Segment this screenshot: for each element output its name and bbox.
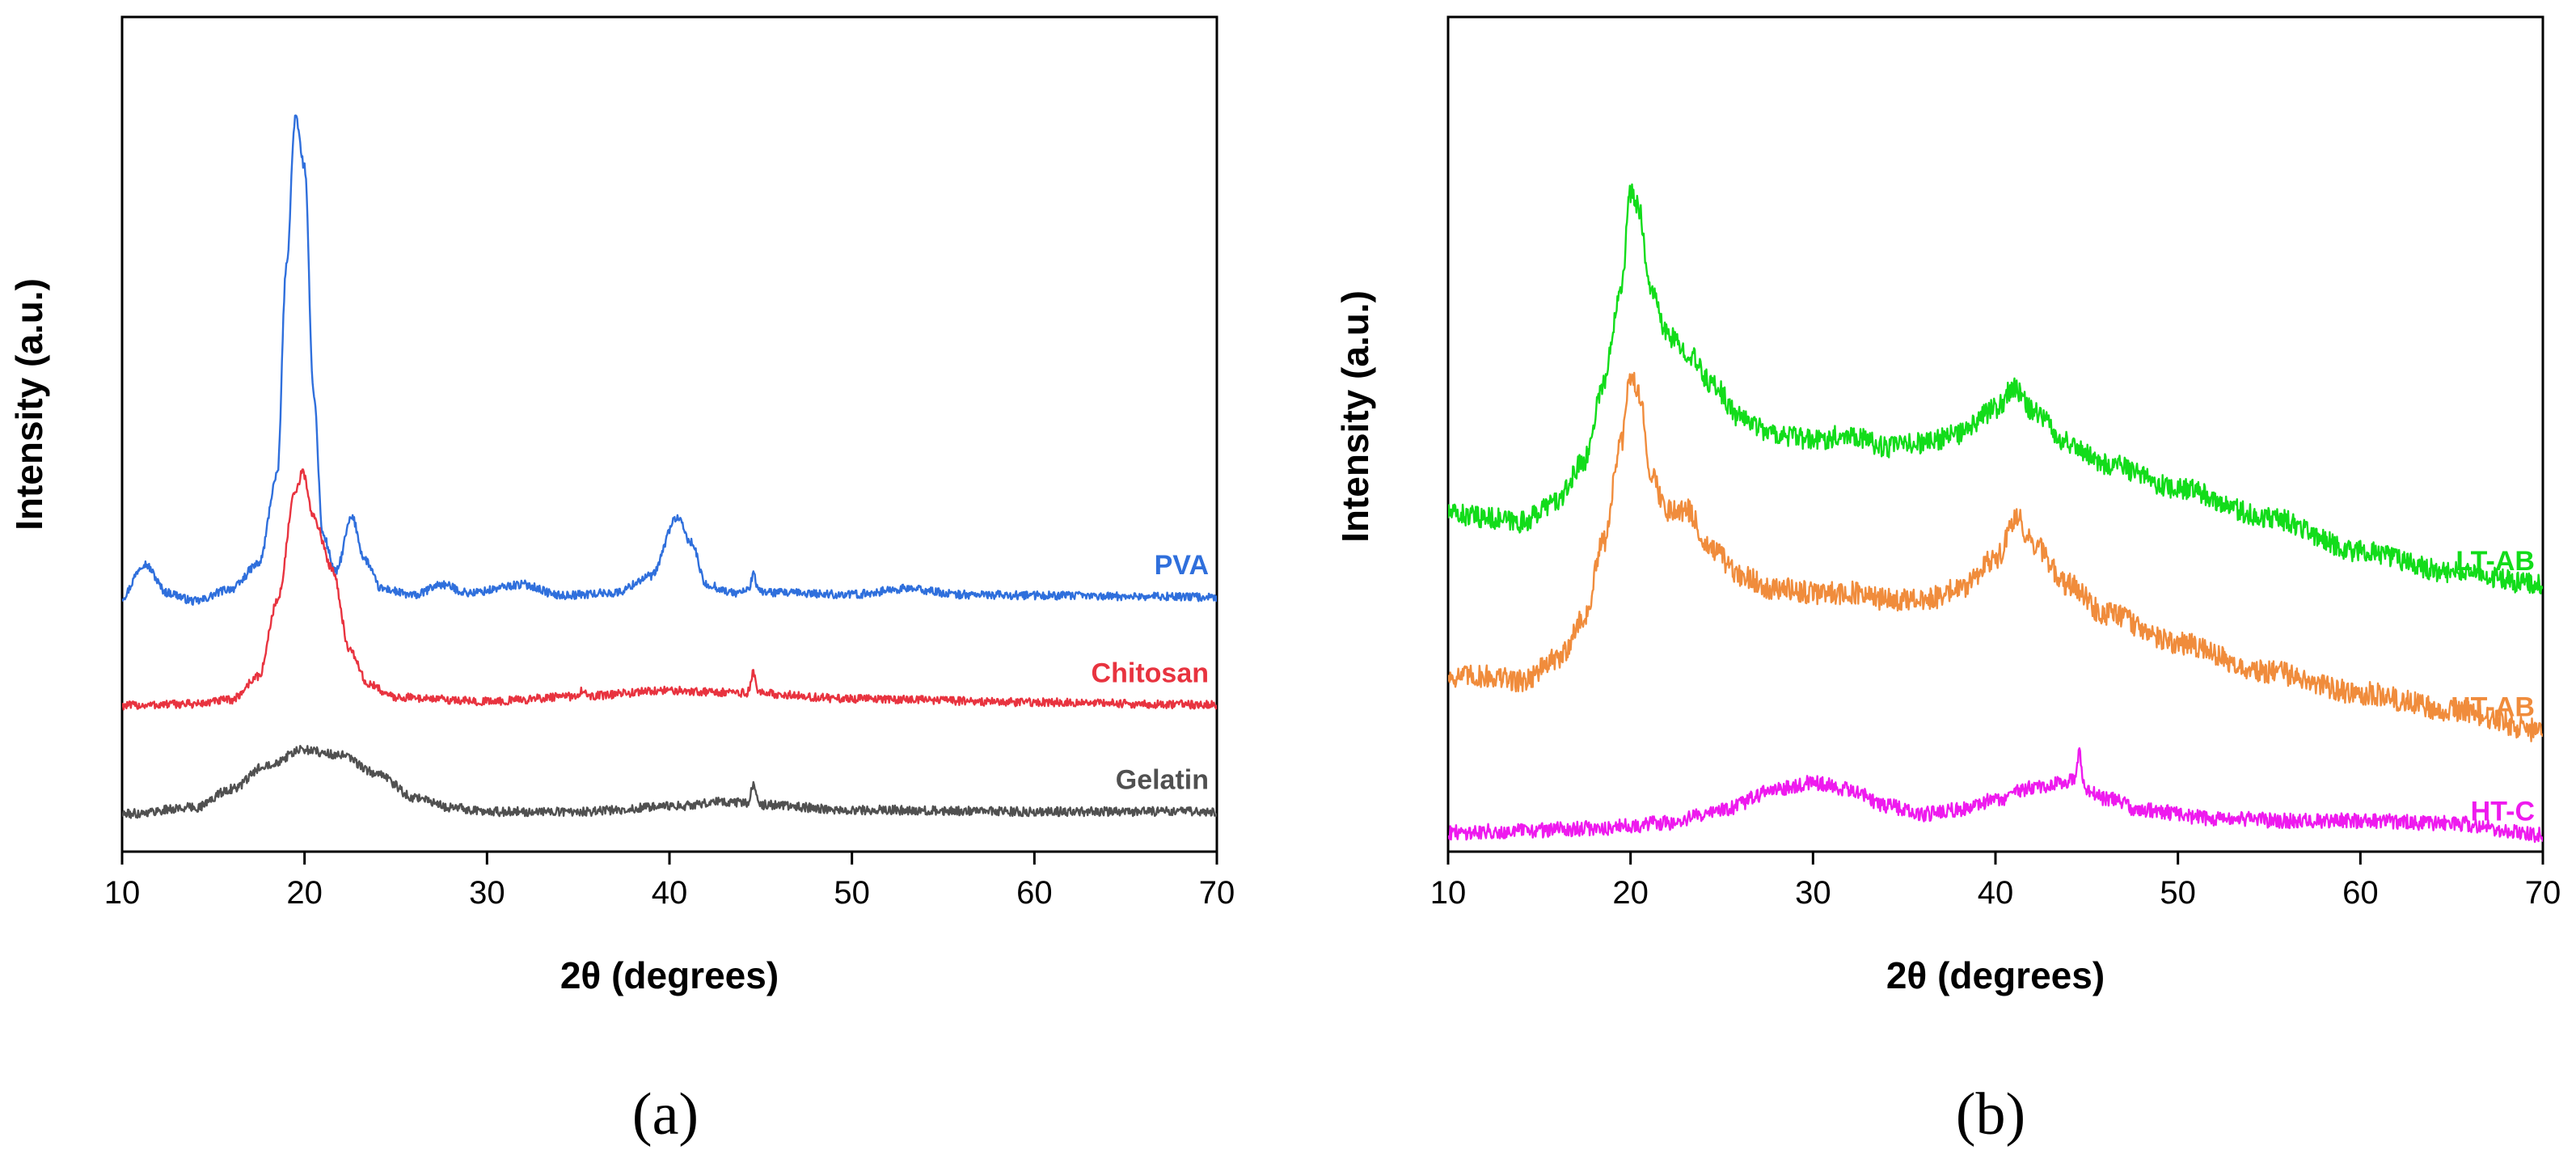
x-tick-label: 40 [652,875,688,911]
series-label-pva: PVA [1155,550,1209,581]
x-tick-label: 40 [1978,875,2014,911]
x-tick-label: 10 [104,875,141,911]
series-line-ht-ab [1448,371,2543,742]
panel-a: 10 20 30 40 50 60 70 2θ (degrees) Intensity (a.u… [8,15,1235,1148]
x-tick-label: 60 [2342,875,2379,911]
x-tick-label: 70 [1199,875,1235,911]
series-line-pva [122,114,1217,606]
x-tick-label: 20 [286,875,323,911]
series-line-gelatin [122,745,1217,819]
x-tick-label: 10 [1430,875,1467,911]
x-tick-label: 60 [1016,875,1053,911]
series-label-chitosan: Chitosan [1092,658,1209,688]
series-label-ht-c: HT-C [2471,796,2535,827]
series-label-ht-ab: HT-AB [2451,691,2535,722]
x-tick-label: 50 [834,875,870,911]
series-label-gelatin: Gelatin [1116,764,1209,795]
x-tick-label: 30 [1795,875,1831,911]
x-tick-label: 70 [2525,875,2561,911]
x-tick-label: 20 [1612,875,1649,911]
y-axis-title: Intensity (a.u.) [1334,290,1376,543]
plot-frame [1446,15,2544,853]
y-axis-title: Intensity (a.u.) [8,278,50,531]
plot-frame [120,15,1218,853]
x-tick-label: 50 [2160,875,2196,911]
x-axis-title: 2θ (degrees) [1886,954,2105,996]
panel-caption: (b) [1956,1081,2025,1148]
panel-caption: (a) [632,1081,699,1148]
series-line-lt-ab [1448,183,2543,594]
series-line-chitosan [122,468,1217,711]
x-tick-label: 30 [469,875,505,911]
series-line-ht-c [1448,746,2543,844]
x-axis-title: 2θ (degrees) [560,954,779,996]
panel-b: 10 20 30 40 50 60 70 2θ (degrees) Intensity (a.u… [1334,15,2561,1148]
series-label-lt-ab: LT-AB [2456,546,2535,577]
